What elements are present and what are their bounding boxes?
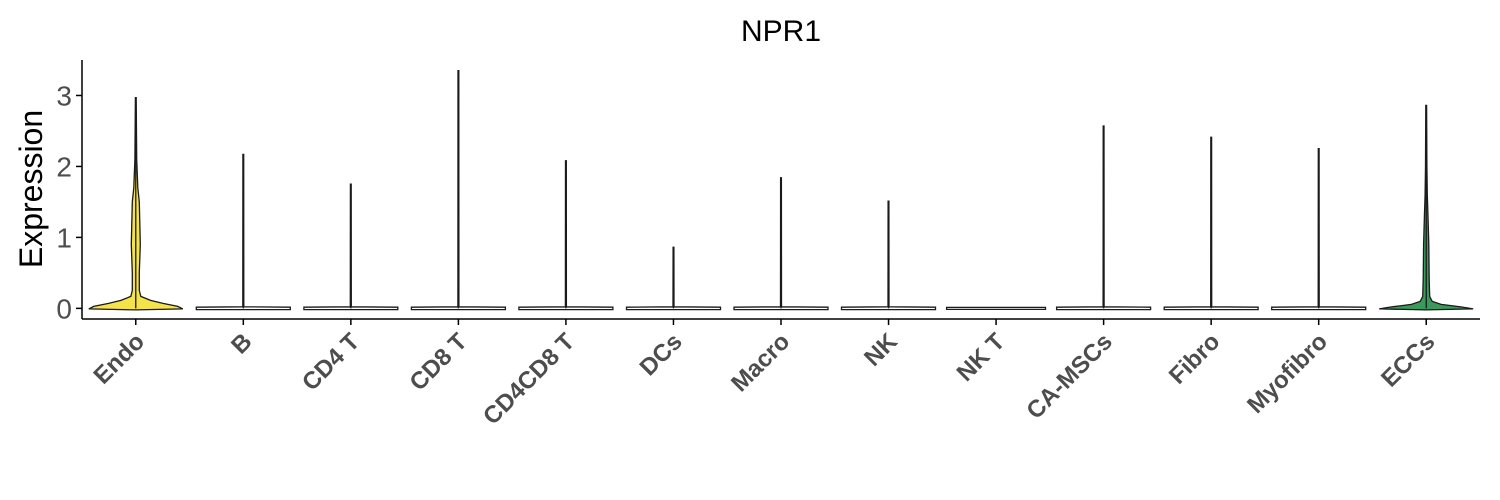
x-tick-label: Fibro xyxy=(1164,328,1226,390)
y-tick-label: 3 xyxy=(56,80,72,111)
violins xyxy=(88,69,1474,311)
violin-dcs xyxy=(625,246,722,311)
x-tick-label: DCs xyxy=(635,328,688,381)
violin-nk-t xyxy=(945,306,1047,311)
y-axis-label: Expression xyxy=(13,110,49,268)
chart-title: NPR1 xyxy=(741,15,821,48)
violin-ca-mscs xyxy=(1055,125,1152,311)
x-axis-ticks: Endo B CD4 T CD8 T CD4CD8 T DCs Macro NK NK T CA-… xyxy=(88,319,1440,430)
violin-myofibro xyxy=(1271,148,1367,311)
violin-cd8-t xyxy=(410,69,507,311)
violin-nk xyxy=(840,200,937,311)
x-tick-label: CD4 T xyxy=(297,328,365,396)
violin-cd4cd8-t xyxy=(518,160,614,311)
violin-fibro xyxy=(1163,136,1259,311)
violin-cd4-t xyxy=(303,183,399,311)
violin-eccs xyxy=(1379,104,1474,311)
x-tick-label: NK T xyxy=(952,328,1011,387)
y-tick-label: 2 xyxy=(56,151,72,182)
x-tick-label: CA-MSCs xyxy=(1021,328,1117,424)
x-tick-label: Endo xyxy=(88,328,150,390)
y-axis-ticks: 0 1 2 3 xyxy=(56,80,82,324)
x-tick-label: B xyxy=(226,328,257,359)
x-tick-label: NK xyxy=(859,328,903,372)
y-tick-label: 1 xyxy=(56,222,72,253)
y-tick-label: 0 xyxy=(56,293,72,324)
x-tick-label: CD8 T xyxy=(405,328,473,396)
x-tick-label: ECCs xyxy=(1376,328,1440,392)
violin-endo xyxy=(88,96,184,311)
violin-macro xyxy=(733,177,829,311)
violin-body xyxy=(945,306,1047,311)
x-tick-label: Macro xyxy=(726,328,795,397)
x-tick-label: CD4CD8 T xyxy=(478,328,580,430)
x-tick-label: Myofibro xyxy=(1242,328,1333,419)
violin-b xyxy=(195,153,291,311)
